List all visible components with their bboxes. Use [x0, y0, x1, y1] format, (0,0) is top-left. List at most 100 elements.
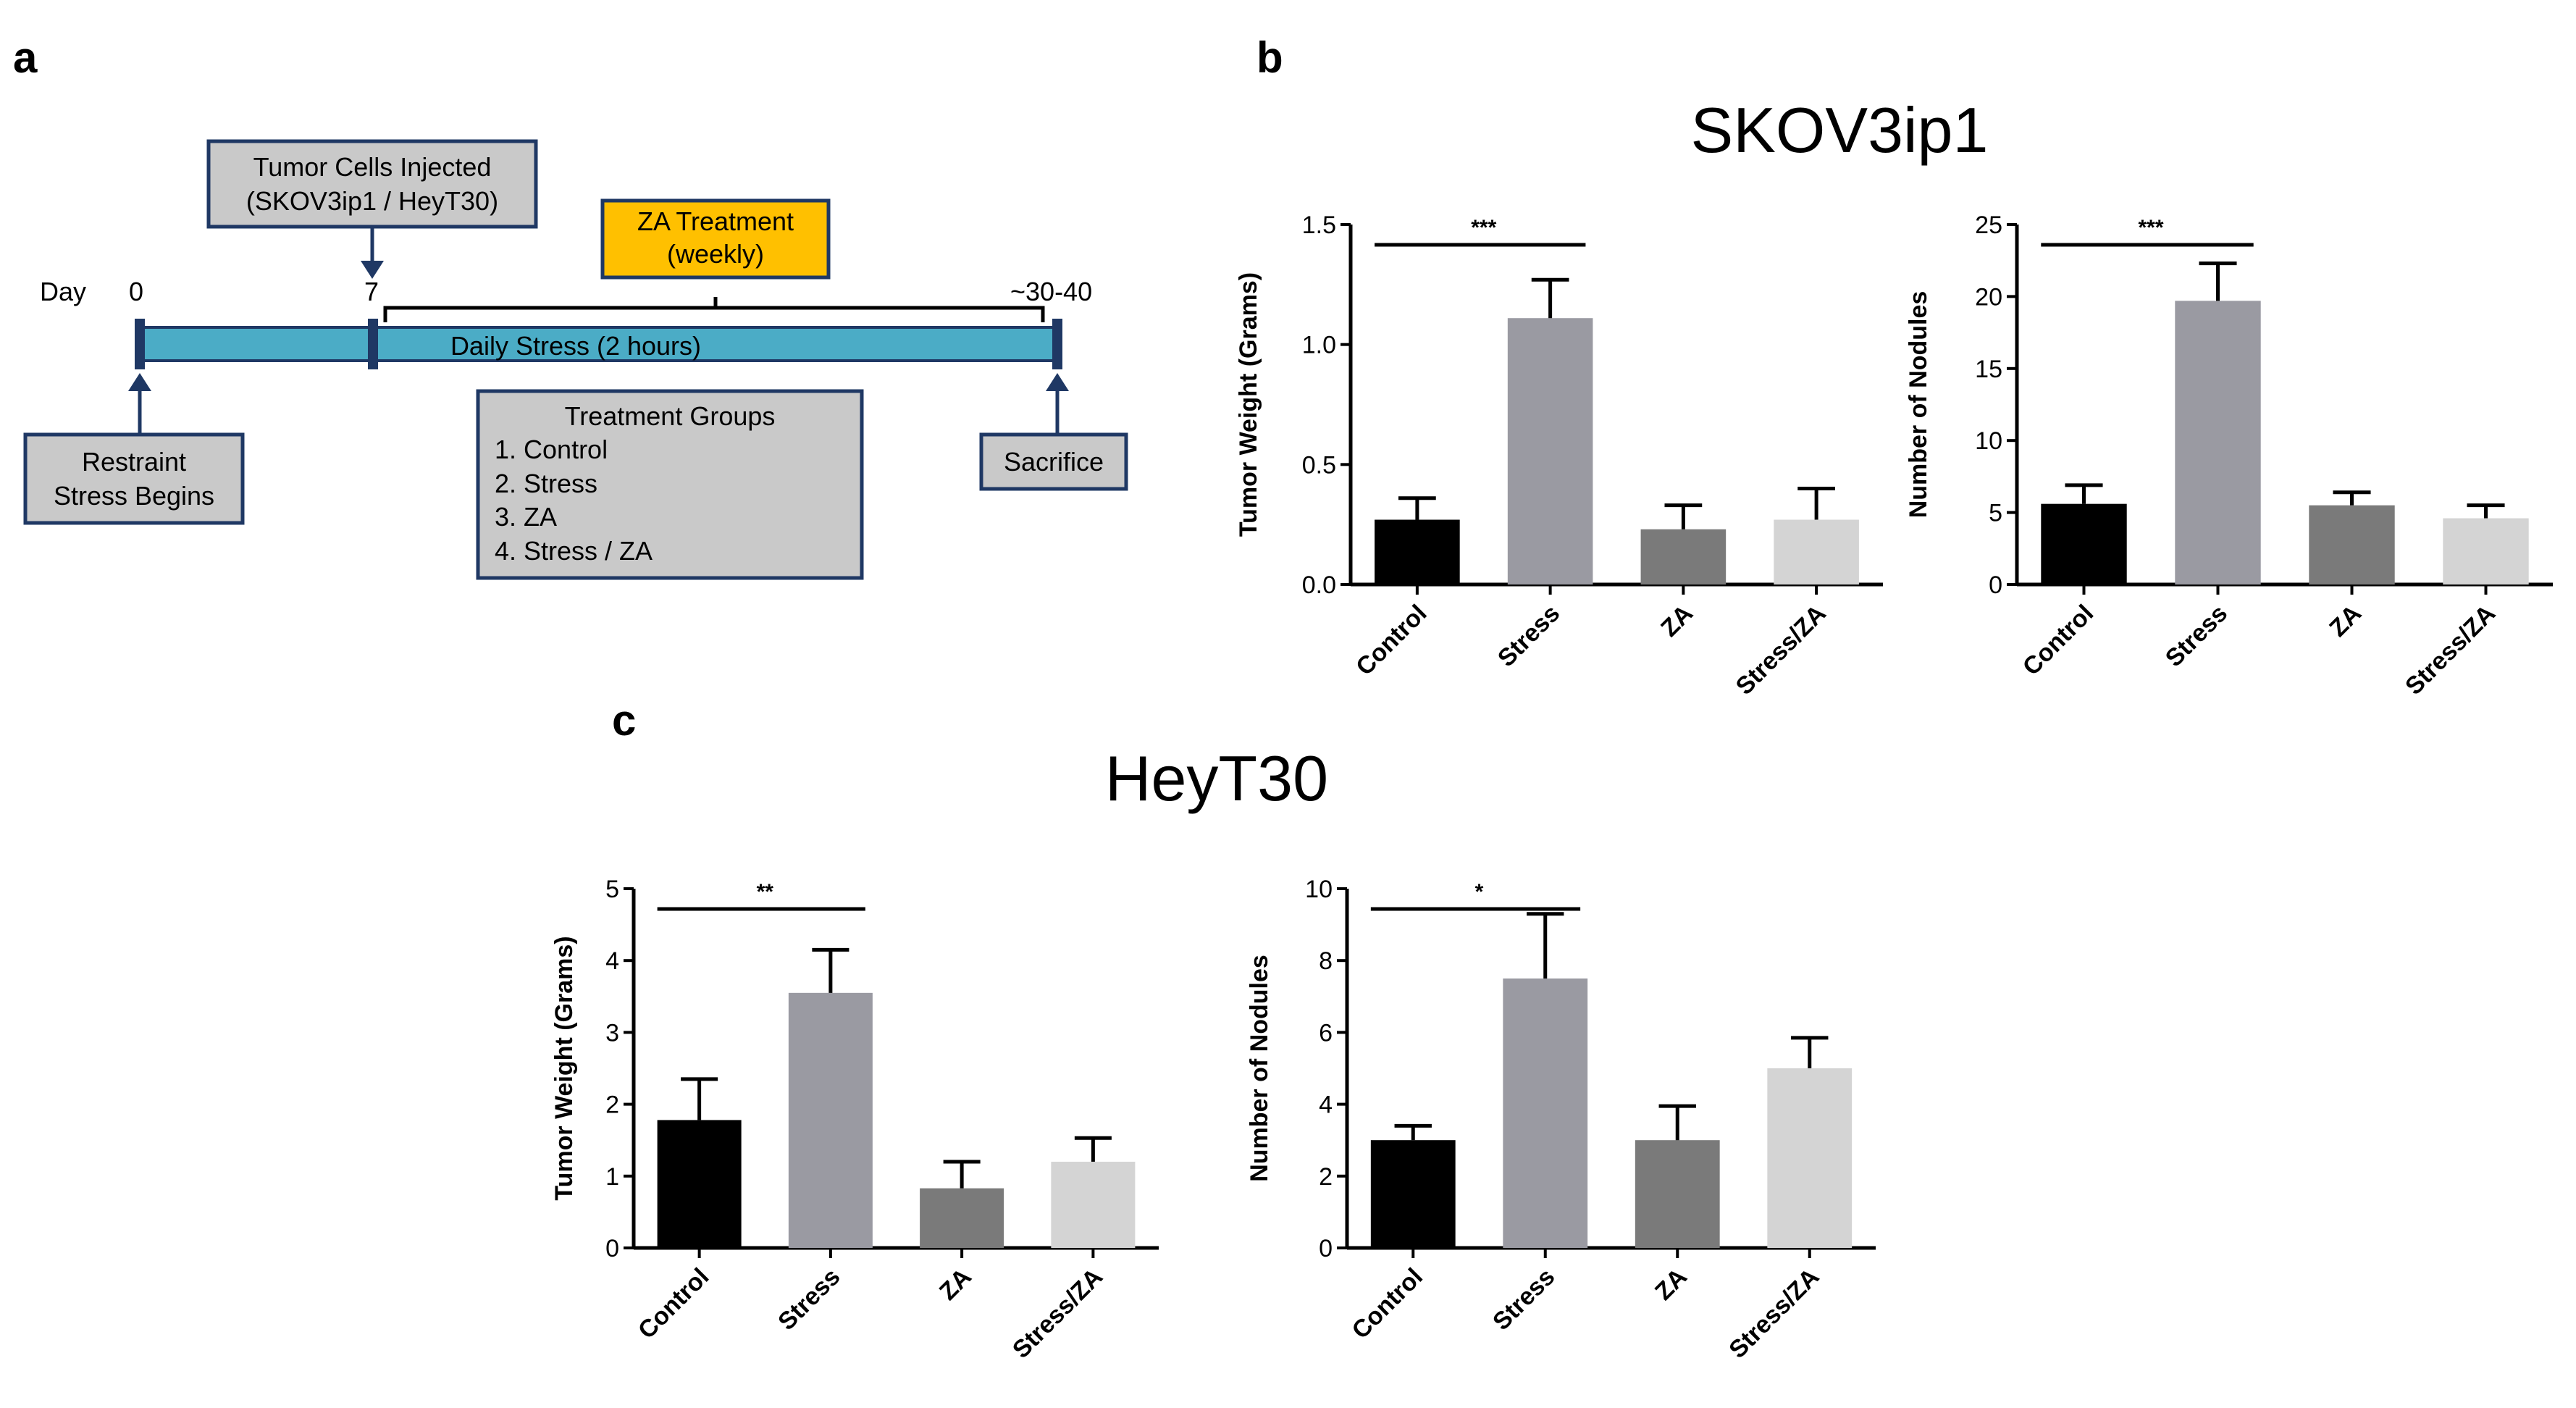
y-tick-label: 1.5	[1302, 211, 1336, 239]
restraint-line-1: Restraint	[82, 447, 186, 477]
bar-stress	[1507, 318, 1593, 584]
timeline-diagram: Day 0 7 ~30-40 Tumor Cells Injected (SKO…	[23, 139, 1128, 580]
restraint-box	[23, 432, 245, 525]
bar-stress	[788, 992, 873, 1248]
y-axis-label: Number of Nodules	[1905, 291, 1932, 519]
bar-stress-za	[1774, 519, 1859, 584]
significance-label: ***	[2138, 216, 2163, 240]
treatment-bracket	[383, 297, 1045, 322]
x-tick-label: Control	[633, 1263, 714, 1344]
y-tick-label: 0	[605, 1235, 619, 1262]
sacrifice-arrowhead	[1046, 373, 1069, 391]
x-tick-label: ZA	[2324, 600, 2367, 642]
y-tick-label: 3	[605, 1019, 619, 1047]
y-axis-label: Tumor Weight (Grams)	[1235, 272, 1262, 537]
y-tick-label: 10	[1975, 427, 2002, 455]
injection-line-1: Tumor Cells Injected	[253, 152, 492, 182]
restraint-line-2: Stress Begins	[54, 481, 214, 511]
chart-b-tumor-weight: 0.0 0.5 1.0 1.5 Tumor Weight (Grams) Control S…	[1235, 211, 1883, 700]
chart-c-nodule-count: 0 2 4 6 8 10 Number of Nodules Control Stress ZA S…	[1246, 876, 1876, 1364]
y-tick-label: 1.0	[1302, 332, 1336, 359]
sacrifice-label: Sacrifice	[1004, 447, 1104, 477]
day-marker-7: 7	[364, 277, 379, 306]
bar-control	[657, 1120, 742, 1248]
group-item-1: 1. Control	[495, 435, 608, 464]
y-tick-label: 20	[1975, 283, 2002, 311]
y-tick-label: 5	[1989, 500, 2002, 527]
injection-box	[206, 139, 538, 229]
x-tick-label: Stress	[773, 1263, 845, 1336]
x-tick-label: Stress/ZA	[1731, 600, 1832, 700]
significance-label: **	[757, 880, 774, 904]
y-tick-label: 6	[1319, 1019, 1333, 1047]
x-tick-label: Stress	[1493, 600, 1565, 672]
bar-za	[2309, 505, 2395, 584]
day-marker-0: 0	[129, 277, 143, 306]
injection-line-2: (SKOV3ip1 / HeyT30)	[246, 186, 498, 216]
x-tick-label: ZA	[1650, 1263, 1692, 1306]
tick-day-0	[135, 319, 145, 369]
tick-day-end	[1052, 319, 1062, 369]
x-tick-label: Control	[1351, 600, 1432, 681]
day-marker-end: ~30-40	[1010, 277, 1092, 306]
injection-arrowhead	[361, 261, 384, 279]
x-tick-label: ZA	[934, 1263, 977, 1306]
bar-za	[1640, 529, 1727, 584]
groups-title: Treatment Groups	[565, 401, 776, 431]
x-tick-label: Stress/ZA	[1724, 1263, 1824, 1364]
bar-control	[1375, 519, 1460, 584]
x-tick-label: Stress	[2160, 600, 2233, 672]
bar-control	[2041, 503, 2127, 584]
y-tick-label: 4	[605, 947, 619, 975]
y-tick-label: 5	[605, 876, 619, 903]
y-axis-label: Number of Nodules	[1246, 955, 1273, 1182]
bar-stress	[1503, 979, 1588, 1248]
y-tick-label: 0	[1319, 1235, 1333, 1262]
group-item-4: 4. Stress / ZA	[495, 536, 653, 566]
x-tick-label: Stress/ZA	[1007, 1263, 1108, 1364]
y-tick-label: 15	[1975, 356, 2002, 383]
panel-label-b: b	[1256, 33, 1283, 82]
y-tick-label: 4	[1319, 1091, 1333, 1119]
y-tick-label: 0	[1989, 571, 2002, 599]
group-item-3: 3. ZA	[495, 502, 557, 532]
significance-label: ***	[1471, 216, 1496, 240]
chart-title-b: SKOV3ip1	[1691, 94, 1989, 166]
x-tick-label: Stress	[1488, 1263, 1560, 1336]
y-tick-label: 25	[1975, 211, 2002, 239]
bar-control	[1370, 1140, 1456, 1248]
y-tick-label: 2	[1319, 1163, 1333, 1191]
x-tick-label: Control	[1347, 1263, 1428, 1344]
sacrifice-box	[979, 432, 1128, 491]
bar-stress	[2175, 301, 2261, 584]
x-tick-label: ZA	[1656, 600, 1698, 642]
panel-label-a: a	[13, 33, 38, 82]
significance-label: *	[1475, 880, 1484, 904]
treatment-box	[600, 198, 831, 280]
y-tick-label: 2	[605, 1091, 619, 1119]
bar-stress-za	[1767, 1068, 1853, 1248]
tick-day-7	[368, 319, 378, 369]
x-tick-label: Stress/ZA	[2400, 600, 2501, 700]
chart-c-tumor-weight: 0 1 2 3 4 5 Tumor Weight (Grams) Control Stress Z…	[550, 876, 1159, 1364]
y-tick-label: 1	[605, 1163, 619, 1191]
chart-title-c: HeyT30	[1105, 742, 1328, 814]
day-label: Day	[40, 277, 86, 306]
y-tick-label: 8	[1319, 947, 1333, 975]
y-tick-label: 0.0	[1302, 571, 1336, 599]
x-tick-label: Control	[2018, 600, 2099, 681]
group-item-2: 2. Stress	[495, 469, 597, 498]
treatment-line-2: (weekly)	[667, 239, 764, 269]
chart-b-nodule-count: 0 5 10 15 20 25 Number of Nodules Control Stress…	[1905, 211, 2553, 700]
treatment-line-1: ZA Treatment	[637, 206, 794, 236]
restraint-arrowhead	[128, 373, 151, 391]
groups-box	[476, 389, 864, 580]
y-tick-label: 10	[1305, 876, 1333, 903]
bar-za	[1635, 1140, 1720, 1248]
y-axis-label: Tumor Weight (Grams)	[550, 936, 578, 1200]
panel-label-c: c	[612, 696, 636, 745]
bar-stress-za	[2443, 518, 2529, 584]
y-tick-label: 0.5	[1302, 451, 1336, 479]
timeline-bar-label: Daily Stress (2 hours)	[450, 331, 701, 361]
